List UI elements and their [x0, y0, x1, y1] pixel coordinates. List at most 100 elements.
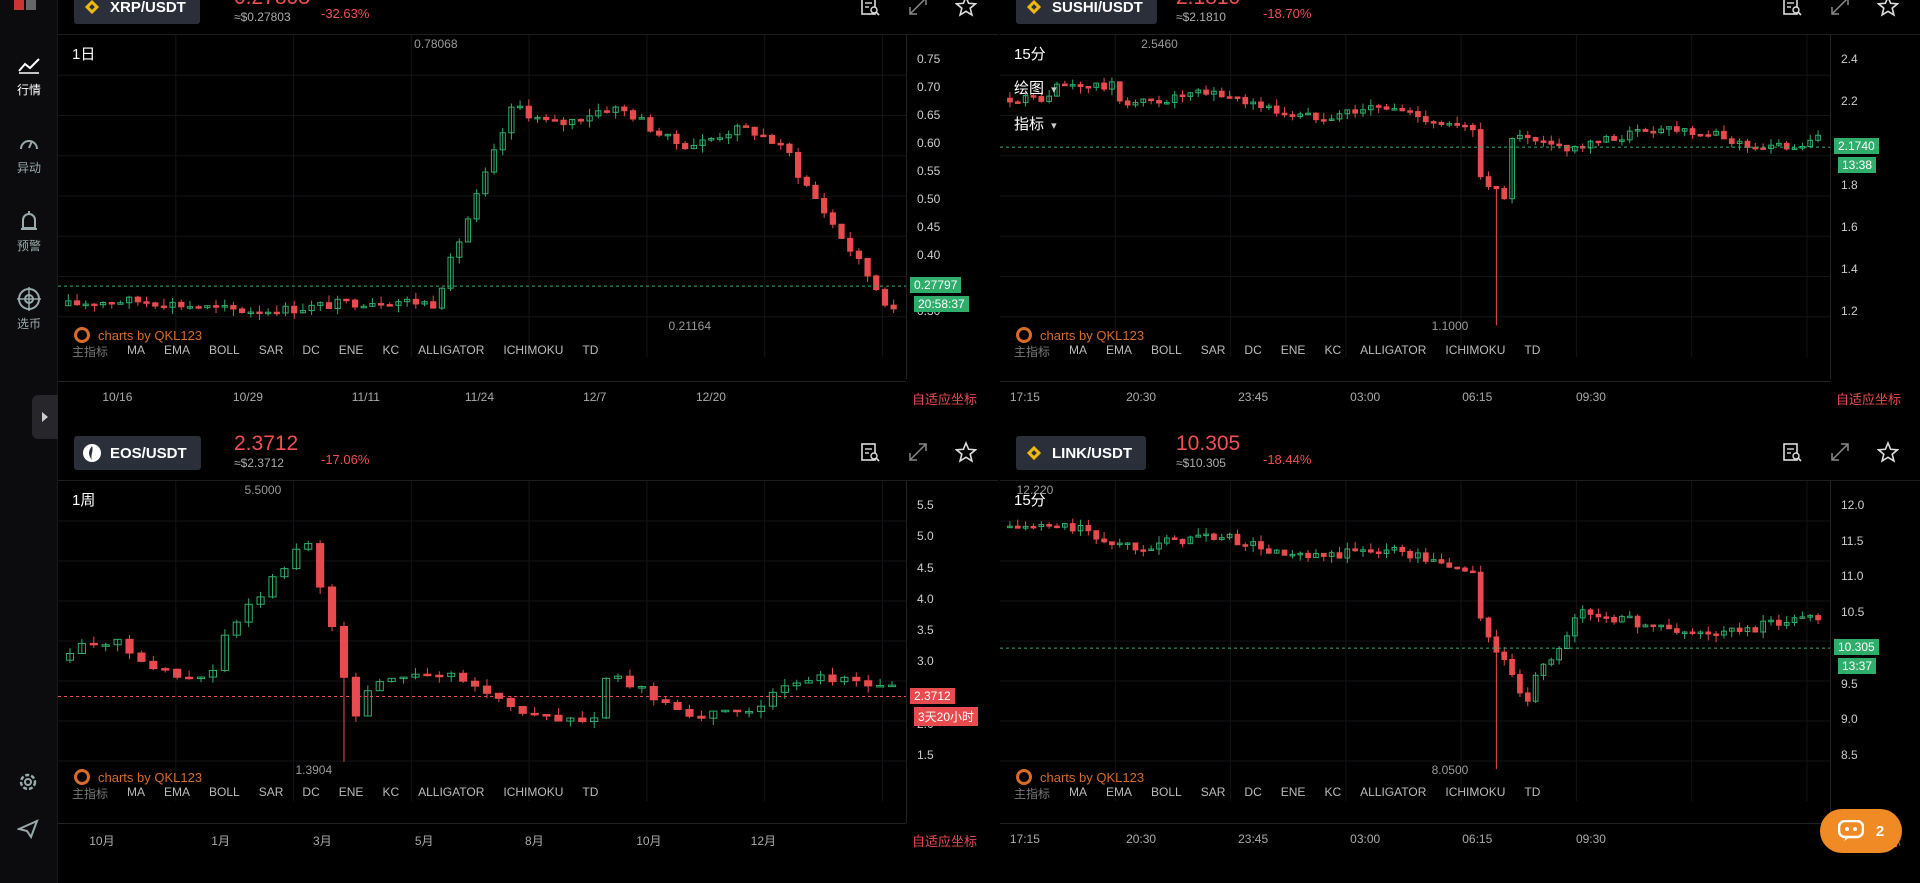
- indicator-ene[interactable]: ENE: [338, 785, 364, 799]
- expand-icon[interactable]: [904, 438, 932, 466]
- indicator-ma[interactable]: MA: [1069, 343, 1088, 357]
- indicator-ichimoku[interactable]: ICHIMOKU: [1445, 343, 1506, 357]
- indicator-boll[interactable]: BOLL: [209, 343, 240, 357]
- indicator-ema[interactable]: EMA: [1106, 785, 1133, 799]
- indicator-ema[interactable]: EMA: [164, 785, 191, 799]
- indicator-alligator[interactable]: ALLIGATOR: [1360, 343, 1427, 357]
- price-axis[interactable]: 0.750.700.650.600.550.500.450.400.350.30: [906, 35, 998, 379]
- candlestick-chart[interactable]: [58, 35, 906, 357]
- expand-icon[interactable]: [904, 0, 932, 20]
- indicator-ema[interactable]: EMA: [1106, 343, 1133, 357]
- expand-icon[interactable]: [1826, 438, 1854, 466]
- indicator-boll[interactable]: BOLL: [1151, 785, 1182, 799]
- support-chat-button[interactable]: 2: [1820, 809, 1902, 853]
- settings-icon[interactable]: [14, 768, 42, 796]
- candle-down: [412, 298, 419, 305]
- candle-up: [387, 677, 396, 683]
- indicator-ema[interactable]: EMA: [164, 343, 191, 357]
- sidebar-item-market[interactable]: 行情: [0, 52, 58, 112]
- indicator-ichimoku[interactable]: ICHIMOKU: [503, 343, 564, 357]
- indicator-main[interactable]: 主指标: [72, 345, 109, 359]
- indicator-dc[interactable]: DC: [302, 343, 320, 357]
- pair-selector[interactable]: SUSHI/USDT: [1016, 0, 1157, 24]
- pair-selector[interactable]: LINK/USDT: [1016, 436, 1146, 470]
- sidebar-item-pick[interactable]: 选币: [0, 286, 58, 346]
- price-axis[interactable]: 2.42.22.01.81.61.41.2: [1830, 35, 1920, 379]
- candle-up: [1626, 615, 1633, 619]
- indicator-ene[interactable]: ENE: [1280, 343, 1306, 357]
- indicator-main[interactable]: 主指标: [1014, 787, 1051, 801]
- adaptive-axis-toggle[interactable]: 自适应坐标: [1836, 392, 1902, 407]
- indicator-main[interactable]: 主指标: [1014, 345, 1051, 359]
- candle-down: [578, 717, 587, 723]
- chart-area[interactable]: 1日 charts by QKL123 主指标 MA EMA BOLL SAR DC ENE…: [58, 34, 998, 418]
- detail-icon[interactable]: [856, 438, 884, 466]
- indicator-sar[interactable]: SAR: [1200, 785, 1226, 799]
- indicator-ma[interactable]: MA: [127, 785, 146, 799]
- indicator-td[interactable]: TD: [1524, 785, 1541, 799]
- detail-icon[interactable]: [1778, 0, 1806, 20]
- indicator-td[interactable]: TD: [582, 785, 599, 799]
- time-axis[interactable]: 17:15 20:30 23:45 03:00 06:15 09:30: [1000, 381, 1830, 411]
- indicator-kc[interactable]: KC: [1324, 785, 1342, 799]
- sidebar-item-alert[interactable]: 预警: [0, 208, 58, 268]
- indicator-td[interactable]: TD: [582, 343, 599, 357]
- price-axis[interactable]: 5.55.04.54.03.53.02.52.01.5: [906, 481, 998, 823]
- indicator-dc[interactable]: DC: [302, 785, 320, 799]
- indicator-td[interactable]: TD: [1524, 343, 1541, 357]
- indicator-dc[interactable]: DC: [1244, 343, 1262, 357]
- candlestick-chart[interactable]: [1000, 481, 1830, 801]
- indicator-ma[interactable]: MA: [127, 343, 146, 357]
- indicator-menu[interactable]: 指标: [1014, 113, 1057, 134]
- candle-up: [664, 133, 671, 137]
- pair-selector[interactable]: EOS/USDT: [74, 436, 201, 470]
- chart-area[interactable]: 15分 绘图 指标 charts by QKL123 主指标 MA EMA BOLL S…: [1000, 34, 1920, 418]
- candle-down: [1375, 551, 1382, 555]
- indicator-ene[interactable]: ENE: [338, 343, 364, 357]
- indicator-dc[interactable]: DC: [1244, 785, 1262, 799]
- time-axis[interactable]: 17:15 20:30 23:45 03:00 06:15 09:30: [1000, 823, 1830, 853]
- detail-icon[interactable]: [1778, 438, 1806, 466]
- star-icon[interactable]: [952, 0, 980, 20]
- expand-icon[interactable]: [1826, 0, 1854, 20]
- indicator-kc[interactable]: KC: [382, 785, 400, 799]
- indicator-boll[interactable]: BOLL: [209, 785, 240, 799]
- adaptive-axis-toggle[interactable]: 自适应坐标: [912, 392, 978, 407]
- time-axis[interactable]: 10/16 10/29 11/11 11/24 12/7 12/20: [58, 381, 906, 411]
- sidebar-item-movement[interactable]: 异动: [0, 130, 58, 190]
- indicator-kc[interactable]: KC: [382, 343, 400, 357]
- star-icon[interactable]: [1874, 438, 1902, 466]
- indicator-ene[interactable]: ENE: [1280, 785, 1306, 799]
- interval-selector[interactable]: 1周: [72, 492, 96, 509]
- adaptive-axis-toggle[interactable]: 自适应坐标: [912, 834, 978, 849]
- indicator-alligator[interactable]: ALLIGATOR: [418, 785, 485, 799]
- indicator-ichimoku[interactable]: ICHIMOKU: [1445, 785, 1506, 799]
- candle-up: [1124, 542, 1131, 546]
- chart-area[interactable]: 15分 charts by QKL123 主指标 MA EMA BOLL SAR DC EN…: [1000, 480, 1920, 866]
- interval-selector[interactable]: 1日: [72, 46, 96, 63]
- indicator-alligator[interactable]: ALLIGATOR: [418, 343, 485, 357]
- indicator-ichimoku[interactable]: ICHIMOKU: [503, 785, 564, 799]
- pair-selector[interactable]: XRP/USDT: [74, 0, 200, 24]
- candlestick-chart[interactable]: [1000, 35, 1830, 357]
- send-icon[interactable]: [14, 815, 42, 843]
- indicator-ma[interactable]: MA: [1069, 785, 1088, 799]
- indicator-alligator[interactable]: ALLIGATOR: [1360, 785, 1427, 799]
- star-icon[interactable]: [1874, 0, 1902, 20]
- candlestick-chart[interactable]: [58, 481, 906, 801]
- time-axis[interactable]: 10月 1月 3月 5月 8月 10月 12月: [58, 823, 906, 853]
- chart-area[interactable]: 1周 charts by QKL123 主指标 MA EMA BOLL SAR DC ENE…: [58, 480, 998, 866]
- indicator-kc[interactable]: KC: [1324, 343, 1342, 357]
- detail-icon[interactable]: [856, 0, 884, 20]
- indicator-sar[interactable]: SAR: [1200, 343, 1226, 357]
- interval-selector[interactable]: 15分: [1014, 492, 1046, 509]
- star-icon[interactable]: [952, 438, 980, 466]
- draw-menu[interactable]: 绘图: [1014, 77, 1057, 98]
- high-price-label: 0.78068: [414, 37, 458, 51]
- indicator-sar[interactable]: SAR: [258, 785, 284, 799]
- indicator-boll[interactable]: BOLL: [1151, 343, 1182, 357]
- interval-selector[interactable]: 15分: [1014, 46, 1046, 63]
- indicator-main[interactable]: 主指标: [72, 787, 109, 801]
- indicator-sar[interactable]: SAR: [258, 343, 284, 357]
- sidebar-collapse-toggle[interactable]: [32, 395, 58, 439]
